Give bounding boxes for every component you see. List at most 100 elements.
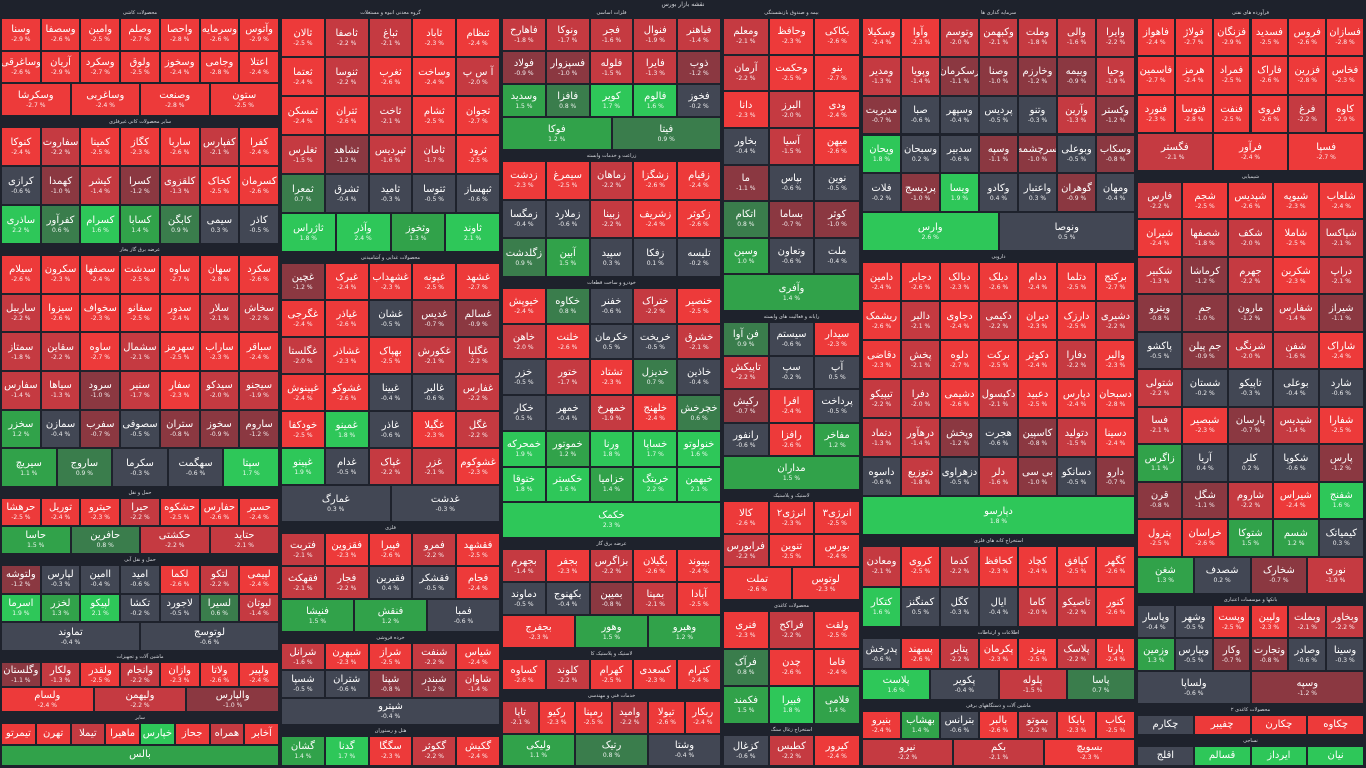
stock-tile[interactable]: لاجورد -0.5 % [159,593,200,623]
stock-tile[interactable]: پردیس -0.5 % [979,95,1018,135]
stock-tile[interactable]: تلیسه -0.2 % [677,238,721,277]
stock-tile[interactable]: وسکیلا -2.4 % [862,18,901,57]
stock-tile[interactable]: وصنعت -2.8 % [140,83,210,116]
stock-tile[interactable]: خودکفا -2.5 % [281,411,325,448]
stock-tile[interactable]: وجامی -2.8 % [199,50,240,84]
stock-tile[interactable]: غکورش -2.1 % [412,337,457,374]
stock-tile[interactable]: امید -0.6 % [120,565,160,594]
stock-tile[interactable]: خکاوه 0.8 % [545,288,590,324]
stock-tile[interactable]: تشتاد -2.3 % [589,359,634,396]
stock-tile[interactable]: سصوفی -0.5 % [120,409,160,449]
stock-tile[interactable]: فوکا 1.2 % [502,117,612,150]
stock-tile[interactable]: کیرور -2.4 % [814,735,860,766]
stock-tile[interactable]: خمهر -0.4 % [545,395,590,431]
stock-tile[interactable]: وسین 1.0 % [723,237,769,275]
stock-tile[interactable]: گوهران -0.9 % [1057,173,1096,213]
stock-tile[interactable]: شبهرن -2.3 % [324,643,369,671]
stock-tile[interactable]: فقشهد -2.5 % [456,533,500,566]
stock-tile[interactable]: کگل -0.3 % [940,586,979,627]
stock-tile[interactable]: غپینو 1.9 % [281,448,325,485]
stock-tile[interactable]: تملت -2.6 % [723,567,792,600]
stock-tile[interactable]: ساروج 0.9 % [56,448,113,487]
stock-tile[interactable]: پرداخت -0.5 % [814,389,860,423]
stock-tile[interactable]: شپدیس -2.6 % [1227,182,1274,220]
stock-tile[interactable]: سصفها -2.4 % [80,255,121,294]
stock-tile[interactable]: تیملا-2.1 % [70,723,106,745]
stock-tile[interactable]: بجفر -2.3 % [545,549,590,582]
stock-tile[interactable]: زکوثر -2.6 % [677,199,721,239]
stock-tile[interactable]: شخارک -0.7 % [1250,556,1308,594]
stock-tile[interactable]: خچرخش 0.6 % [677,395,721,431]
stock-tile[interactable]: فروس -2.6 % [1288,18,1327,57]
stock-tile[interactable]: توریل -2.4 % [40,498,81,526]
stock-tile[interactable]: شسپا -0.5 % [281,670,325,698]
stock-tile[interactable]: چفیبر-2.4 % [1193,715,1251,735]
stock-tile[interactable]: خشرق -2.1 % [677,323,721,360]
stock-tile[interactable]: وسینا -0.3 % [1326,638,1364,671]
stock-tile[interactable]: دیران -2.3 % [1018,301,1057,340]
stock-tile[interactable]: انرژی۳ -2.5 % [814,501,860,534]
stock-tile[interactable]: شفارا -2.5 % [1318,406,1364,445]
stock-tile[interactable]: ایال -0.4 % [979,586,1018,627]
stock-tile[interactable]: چکاوه-2.5 % [1307,715,1364,735]
stock-tile[interactable]: فگستر -2.1 % [1137,132,1213,171]
stock-tile[interactable]: پکویر -0.4 % [930,669,999,700]
stock-tile[interactable]: شبصیر -2.3 % [1182,406,1228,445]
stock-tile[interactable]: زملارد -0.6 % [545,199,590,239]
stock-tile[interactable]: شکف -2.0 % [1227,219,1274,257]
stock-tile[interactable]: لسیرا 0.6 % [199,593,240,623]
stock-tile[interactable]: زشگزا -2.6 % [633,161,678,200]
stock-tile[interactable]: کروی -2.5 % [901,546,940,587]
stock-tile[interactable]: سرود -1.0 % [80,371,121,410]
stock-tile[interactable]: ثپردیس -1.6 % [368,135,413,174]
stock-tile[interactable]: کیشر -1.4 % [80,166,121,205]
stock-tile[interactable]: سشمال -2.1 % [120,332,160,371]
stock-tile[interactable]: غزر -2.1 % [412,448,457,485]
stock-tile[interactable]: ثاخت -2.1 % [368,96,413,135]
stock-tile[interactable]: پیزد -2.5 % [1018,638,1057,669]
stock-tile[interactable]: وثخوز 1.3 % [390,213,446,252]
stock-tile[interactable]: ثغرب -2.6 % [368,57,413,96]
stock-tile[interactable]: خمحرکه 1.9 % [502,430,546,467]
stock-tile[interactable]: شتولی -2.2 % [1137,369,1183,407]
stock-tile[interactable]: شجم -2.5 % [1182,182,1228,220]
stock-tile[interactable]: قرن -0.8 % [1137,481,1183,520]
stock-tile[interactable]: فرابورس -2.2 % [723,534,769,567]
stock-tile[interactable]: شپترو -0.4 % [281,697,500,725]
stock-tile[interactable]: ساربا -2.6 % [159,127,200,166]
stock-tile[interactable]: سیزوا -2.6 % [40,293,81,333]
stock-tile[interactable]: ولقت -2.5 % [814,611,860,649]
stock-tile[interactable]: سخاش -2.2 % [239,293,279,333]
stock-tile[interactable]: حتاید -2.1 % [209,526,279,554]
stock-tile[interactable]: وبملت -2.1 % [1288,605,1327,638]
stock-tile[interactable]: اقلج-0.4 % [1137,746,1194,766]
stock-tile[interactable]: کهرام -2.5 % [589,659,634,690]
stock-tile[interactable]: تهرن-2.4 % [35,723,71,745]
stock-tile[interactable]: سمازن -0.4 % [40,409,81,449]
stock-tile[interactable]: ومهان -0.4 % [1096,173,1135,213]
stock-tile[interactable]: دقاضی -2.3 % [862,340,901,379]
stock-tile[interactable]: سفارس -1.4 % [1,371,41,410]
stock-tile[interactable]: دامین -2.4 % [862,262,901,301]
stock-tile[interactable]: فمبا -0.6 % [427,599,500,632]
stock-tile[interactable]: دتوزیع -1.8 % [901,457,940,496]
stock-tile[interactable]: فنفت -2.5 % [1212,94,1251,133]
stock-tile[interactable]: ستون -2.5 % [209,83,279,116]
stock-tile[interactable]: غپاک -2.2 % [368,448,413,485]
stock-tile[interactable]: وآوا -2.3 % [901,18,940,57]
stock-tile[interactable]: ولیکی 1.1 % [502,733,575,766]
stock-tile[interactable]: سهان -2.8 % [199,255,240,294]
stock-tile[interactable]: تنوین -2.5 % [768,534,815,567]
stock-tile[interactable]: ثنوسا -2.2 % [324,57,369,96]
stock-tile[interactable]: بمپنا -2.1 % [633,582,678,615]
stock-tile[interactable]: فرآور -2.4 % [1212,132,1289,171]
stock-tile[interactable]: برکت -2.5 % [979,340,1018,379]
stock-tile[interactable]: وزمین 1.3 % [1137,638,1175,671]
stock-tile[interactable]: فروی -2.6 % [1250,94,1289,133]
stock-tile[interactable]: داسوه -0.6 % [862,457,901,496]
stock-tile[interactable]: ثامان -1.7 % [412,135,457,174]
stock-tile[interactable]: وشتا -0.4 % [648,733,721,766]
stock-tile[interactable]: شاوان -1.4 % [456,670,500,698]
stock-tile[interactable]: ثنظام -2.4 % [456,18,500,57]
stock-tile[interactable]: وآتوس -2.9 % [239,18,279,51]
